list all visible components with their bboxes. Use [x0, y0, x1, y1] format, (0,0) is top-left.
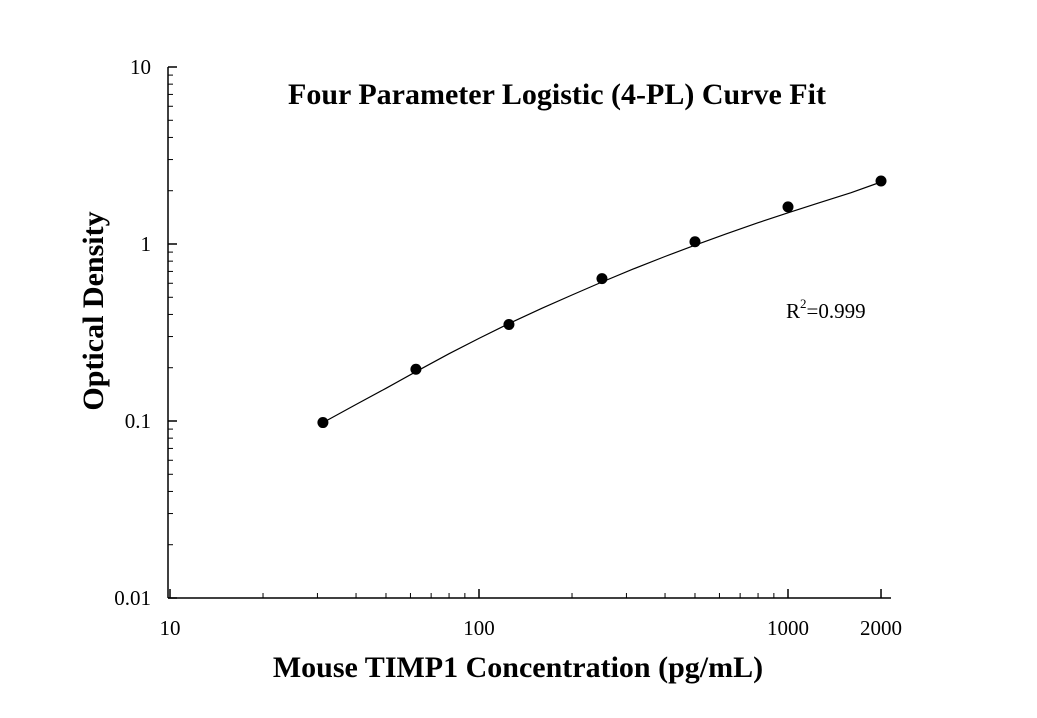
axes: 0.01 0.1 1 10 10 100 1000 2000 [114, 55, 902, 640]
data-point [503, 318, 515, 330]
data-point [875, 175, 887, 187]
data-point [782, 201, 794, 213]
x-tick-label: 2000 [860, 616, 902, 640]
x-tick-label: 1000 [767, 616, 809, 640]
r-squared-annotation: R2=0.999 [786, 296, 866, 323]
r-squared-base: R [786, 299, 800, 323]
y-tick-label: 0.1 [125, 409, 151, 433]
x-axis-label: Mouse TIMP1 Concentration (pg/mL) [273, 651, 763, 684]
data-point [596, 273, 608, 285]
y-tick-label: 0.01 [114, 586, 151, 610]
plot-area [317, 175, 887, 429]
data-point [317, 417, 329, 429]
r-squared-value: =0.999 [807, 299, 866, 323]
y-tick-label: 10 [130, 55, 151, 79]
y-axis-label: Optical Density [77, 211, 110, 410]
x-tick-label: 10 [160, 616, 181, 640]
chart-title: Four Parameter Logistic (4-PL) Curve Fit [288, 78, 826, 111]
r-squared-superscript: 2 [800, 296, 807, 311]
data-point [410, 363, 422, 375]
data-point [689, 236, 701, 248]
x-tick-label: 100 [463, 616, 495, 640]
y-tick-label: 1 [141, 232, 152, 256]
